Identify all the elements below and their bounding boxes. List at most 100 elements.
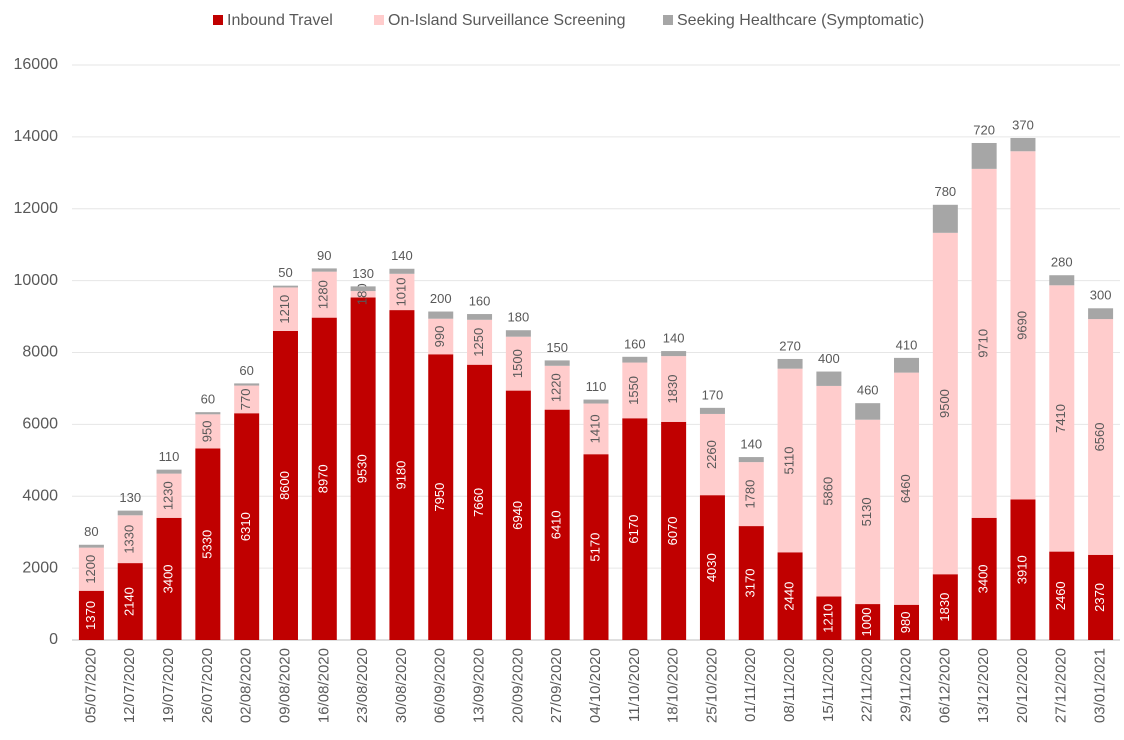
- data-label: 1010: [393, 277, 408, 306]
- x-tick-label: 20/09/2020: [509, 648, 526, 723]
- bar-segment: [816, 596, 842, 640]
- x-tick-label: 05/07/2020: [82, 648, 99, 723]
- data-label: 2460: [1053, 581, 1068, 610]
- data-label: 2140: [122, 587, 137, 616]
- bar-segment: [544, 365, 570, 410]
- bar-segment: [78, 590, 104, 640]
- bar-segment: [738, 462, 764, 527]
- bar-segment: [699, 413, 725, 496]
- data-label: 770: [238, 389, 253, 411]
- bar-segment: [389, 268, 415, 274]
- legend-label: On-Island Surveillance Screening: [388, 12, 625, 29]
- data-label: 400: [818, 351, 840, 366]
- bar-segment: [816, 385, 842, 597]
- bar-segment: [738, 457, 764, 463]
- data-label: 950: [199, 421, 214, 443]
- data-label: 5130: [859, 497, 874, 526]
- data-label: 1410: [587, 414, 602, 443]
- bar-segment: [156, 517, 182, 640]
- bar-segment: [1010, 151, 1036, 500]
- data-label: 5330: [199, 530, 214, 559]
- bar-segment: [350, 291, 376, 298]
- data-label: 1220: [549, 373, 564, 402]
- data-label: 160: [624, 336, 646, 351]
- bar-segment: [428, 354, 454, 640]
- legend-label: Seeking Healthcare (Symptomatic): [677, 12, 924, 29]
- bar-segment: [855, 419, 881, 605]
- bar-segment: [894, 357, 920, 373]
- bar-segment: [777, 368, 803, 553]
- legend-swatch: [213, 15, 223, 25]
- data-label: 1250: [471, 328, 486, 357]
- data-label: 160: [469, 293, 491, 308]
- bar-segment: [1010, 499, 1036, 640]
- bar-segment: [311, 268, 337, 272]
- bar-segment: [1088, 308, 1114, 320]
- bar-segment: [544, 360, 570, 366]
- data-label: 9180: [393, 461, 408, 490]
- data-label: 3170: [743, 569, 758, 598]
- data-label: 7950: [432, 483, 447, 512]
- data-label: 9710: [976, 329, 991, 358]
- data-label: 6170: [626, 515, 641, 544]
- bar-segment: [311, 271, 337, 318]
- bar-segment: [78, 547, 104, 591]
- data-label: 200: [430, 291, 452, 306]
- bar-segment: [699, 407, 725, 414]
- y-tick-label: 10000: [14, 272, 59, 289]
- data-label: 60: [201, 392, 215, 407]
- data-label: 130: [352, 266, 374, 281]
- data-label: 2370: [1092, 583, 1107, 612]
- y-tick-label: 2000: [22, 559, 58, 576]
- bar-segment: [894, 604, 920, 640]
- x-tick-label: 01/11/2020: [742, 648, 759, 722]
- legend-label: Inbound Travel: [227, 12, 333, 29]
- bar-segment: [622, 418, 648, 640]
- data-label: 8600: [277, 471, 292, 500]
- bar-segment: [234, 413, 260, 640]
- data-label: 140: [391, 248, 413, 263]
- data-label: 4030: [704, 553, 719, 582]
- y-tick-label: 12000: [14, 200, 59, 217]
- data-label: 60: [239, 363, 253, 378]
- legend-swatch: [663, 15, 673, 25]
- y-tick-label: 4000: [22, 487, 58, 504]
- bar-segment: [699, 495, 725, 640]
- data-label: 300: [1090, 288, 1112, 303]
- bar-segment: [661, 421, 687, 640]
- data-label: 8970: [316, 464, 331, 493]
- data-label: 2260: [704, 440, 719, 469]
- bar-segment: [544, 409, 570, 640]
- bar-segment: [505, 390, 531, 640]
- bar-segment: [622, 362, 648, 419]
- data-label: 1210: [820, 604, 835, 633]
- data-label: 1830: [937, 593, 952, 622]
- x-tick-label: 15/11/2020: [820, 648, 837, 722]
- data-label: 90: [317, 248, 331, 263]
- bar-segment: [1049, 285, 1075, 552]
- data-label: 9530: [355, 454, 370, 483]
- bar-segment: [932, 204, 958, 233]
- legend-swatch: [374, 15, 384, 25]
- bar-segment: [777, 358, 803, 369]
- data-label: 410: [896, 337, 918, 352]
- data-label: 5860: [820, 477, 835, 506]
- x-tick-label: 09/08/2020: [276, 648, 293, 723]
- data-label: 140: [663, 331, 685, 346]
- data-label: 130: [119, 490, 141, 505]
- y-tick-label: 0: [49, 631, 58, 648]
- x-tick-label: 03/01/2021: [1092, 648, 1109, 723]
- data-label: 280: [1051, 255, 1073, 270]
- data-label: 1230: [160, 481, 175, 510]
- bar-segment: [661, 351, 687, 357]
- data-label: 1370: [83, 601, 98, 630]
- bar-segment: [622, 356, 648, 363]
- data-label: 370: [1012, 117, 1034, 132]
- bar-segment: [272, 287, 298, 331]
- bar-segment: [1088, 554, 1114, 640]
- bar-segment: [971, 517, 997, 640]
- y-tick-label: 8000: [22, 344, 58, 361]
- data-label: 1000: [859, 608, 874, 637]
- bar-segment: [467, 364, 493, 640]
